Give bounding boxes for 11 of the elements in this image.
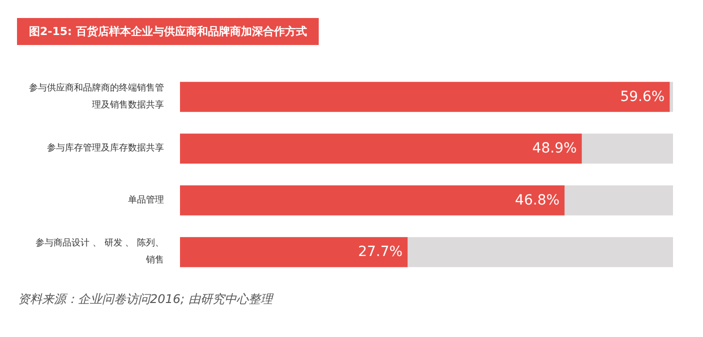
y-tick-label: 参与供应商和品牌商的终端销售管理及销售数据共享 bbox=[29, 82, 164, 110]
bar bbox=[180, 82, 670, 112]
y-tick-label: 参与商品设计 、 研发 、 陈列、销售 bbox=[36, 238, 164, 266]
text: 资料来源：企业问卷访问2016; 由研究中心整理 bbox=[18, 292, 274, 306]
data-label: 27.7% bbox=[358, 244, 403, 260]
chart-title: 图2-15: 百货店样本企业与供应商和品牌商加深合作方式 bbox=[29, 25, 307, 38]
y-tick-label: 参与库存管理及库存数据共享 bbox=[47, 142, 164, 154]
data-label: 46.8% bbox=[515, 192, 560, 208]
data-label: 48.9% bbox=[532, 140, 577, 157]
data-label: 59.6% bbox=[620, 88, 665, 105]
y-tick-label: 单品管理 bbox=[128, 194, 164, 206]
